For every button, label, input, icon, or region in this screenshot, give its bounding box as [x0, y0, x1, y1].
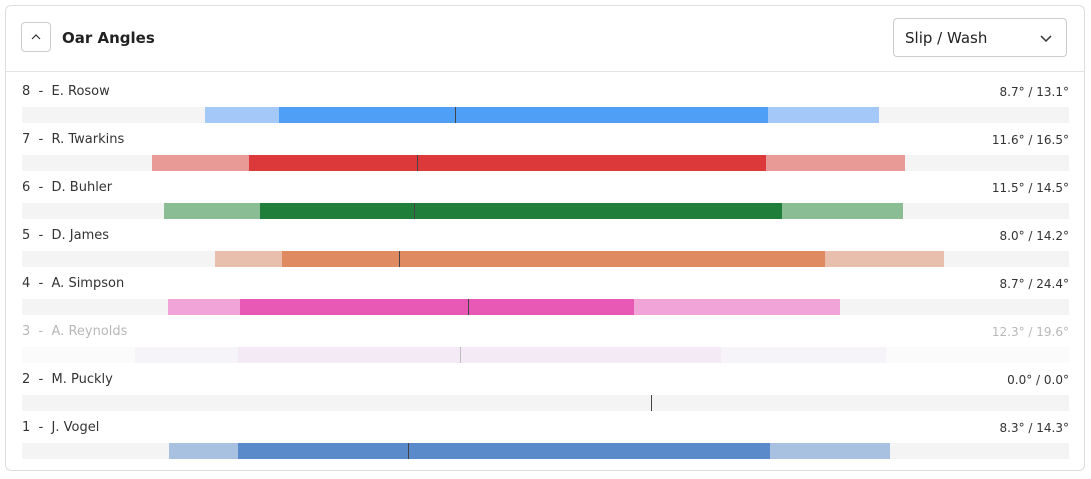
track — [22, 395, 1069, 411]
seat: 4 — [22, 276, 31, 291]
rower-name: D. James — [51, 228, 110, 243]
marker — [398, 251, 400, 267]
dropdown[interactable]: Slip / Wash — [893, 18, 1067, 57]
seat: 3 — [22, 324, 31, 339]
rower-name: D. Buhler — [51, 180, 113, 195]
track — [22, 203, 1069, 219]
row-label: 6 - D. Buhler — [22, 180, 113, 195]
row-label: 2 - M. Puckly — [22, 372, 113, 387]
seat: 2 — [22, 372, 31, 387]
slip-wash: 8.7° / 13.1° — [999, 85, 1069, 99]
slip-wash: 11.6° / 16.5° — [991, 133, 1069, 147]
effective-arc — [237, 443, 770, 459]
chevron-up — [31, 34, 41, 40]
track — [22, 443, 1069, 459]
marker — [651, 395, 653, 411]
card: Oar Angles Slip / Wash 8 - E. Rosow 8.7° … — [5, 5, 1085, 471]
row: 5 - D. James 8.0° / 14.2° — [6, 228, 1084, 272]
seat: 8 — [22, 84, 31, 99]
rower-name: E. Rosow — [51, 84, 110, 99]
row-label: 5 - D. James — [22, 228, 110, 243]
title: Oar Angles — [62, 29, 155, 47]
effective-arc — [259, 203, 783, 219]
row: 8 - E. Rosow 8.7° / 13.1° — [6, 84, 1084, 128]
row-label: 4 - A. Simpson — [22, 276, 125, 291]
effective-arc — [278, 107, 769, 123]
row: 2 - M. Puckly 0.0° / 0.0° — [6, 372, 1084, 416]
track — [22, 107, 1069, 123]
marker — [455, 107, 457, 123]
collapse-button[interactable] — [21, 22, 51, 52]
track — [22, 155, 1069, 171]
slip-wash: 8.3° / 14.3° — [999, 421, 1069, 435]
row-label: 8 - E. Rosow — [22, 84, 110, 99]
row-label: 3 - A. Reynolds — [22, 324, 128, 339]
seat: 7 — [22, 132, 31, 147]
track — [22, 299, 1069, 315]
chevron-down — [1040, 35, 1052, 43]
marker — [468, 299, 470, 315]
rower-name: R. Twarkins — [51, 132, 125, 147]
track — [22, 251, 1069, 267]
effective-arc — [281, 251, 826, 267]
slip-wash: 11.5° / 14.5° — [991, 181, 1069, 195]
effective-arc — [249, 155, 767, 171]
marker — [459, 347, 461, 363]
effective-arc — [239, 299, 635, 315]
row: 4 - A. Simpson 8.7° / 24.4° — [6, 276, 1084, 320]
rower-name: A. Simpson — [51, 276, 125, 291]
seat: 5 — [22, 228, 31, 243]
rower-name: J. Vogel — [51, 420, 100, 435]
rower-name: A. Reynolds — [51, 324, 128, 339]
row: 6 - D. Buhler 11.5° / 14.5° — [6, 180, 1084, 224]
row: 1 - J. Vogel 8.3° / 14.3° — [6, 420, 1084, 464]
seat: 6 — [22, 180, 31, 195]
row-label: 7 - R. Twarkins — [22, 132, 125, 147]
rower-name: M. Puckly — [51, 372, 113, 387]
marker — [413, 203, 415, 219]
seat: 1 — [22, 420, 31, 435]
full-arc — [135, 347, 886, 363]
track — [22, 347, 1069, 363]
row: 7 - R. Twarkins 11.6° / 16.5° — [6, 132, 1084, 176]
slip-wash: 8.7° / 24.4° — [999, 277, 1069, 291]
effective-arc — [237, 347, 722, 363]
slip-wash: 12.3° / 19.6° — [991, 325, 1069, 339]
dropdown-label: Slip / Wash — [905, 29, 988, 47]
row: 3 - A. Reynolds 12.3° / 19.6° — [6, 324, 1084, 368]
marker — [416, 155, 418, 171]
header: Oar Angles Slip / Wash — [6, 6, 1084, 72]
slip-wash: 8.0° / 14.2° — [999, 229, 1069, 243]
marker — [408, 443, 410, 459]
slip-wash: 0.0° / 0.0° — [1007, 373, 1069, 387]
row-label: 1 - J. Vogel — [22, 420, 100, 435]
